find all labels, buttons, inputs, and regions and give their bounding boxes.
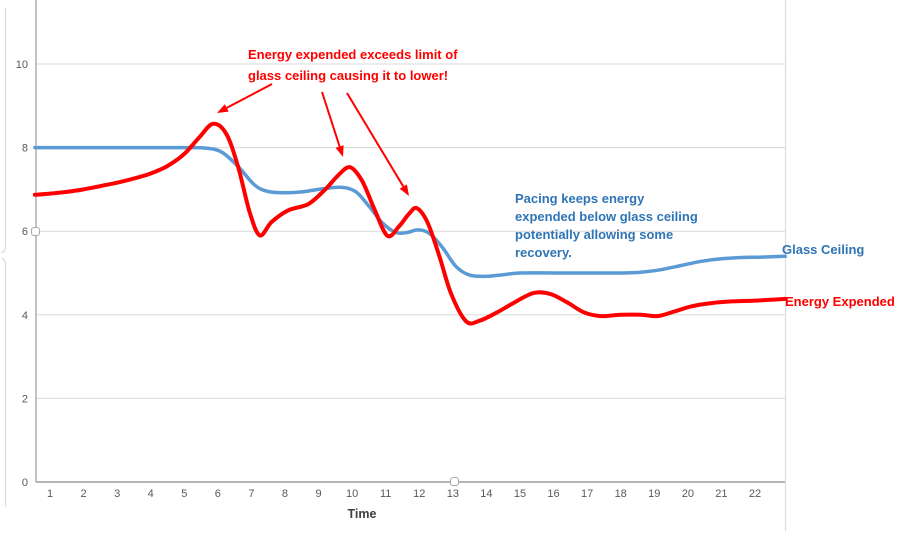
x-tick-label: 8 <box>282 488 288 500</box>
x-tick-label: 18 <box>615 488 627 500</box>
x-tick-label: 12 <box>413 488 425 500</box>
y-tick-label: 10 <box>16 59 28 71</box>
selection-handle-left[interactable] <box>31 227 40 236</box>
annotation-arrowhead <box>399 184 409 196</box>
x-tick-label: 9 <box>315 488 321 500</box>
annotation-arrow-line <box>321 91 341 147</box>
chart-frame-left <box>1 8 7 507</box>
x-tick-label: 10 <box>346 488 358 500</box>
x-tick-label: 11 <box>380 488 391 500</box>
x-tick-label: 21 <box>715 488 727 500</box>
annotation-energy-exceeds-note: Energy expended exceeds limit of glass c… <box>248 47 458 83</box>
y-tick-label: 6 <box>22 226 28 238</box>
series-label-glass-ceiling: Glass Ceiling <box>782 242 865 257</box>
annotation-arrowhead <box>335 145 344 157</box>
x-tick-label: 6 <box>215 488 221 500</box>
x-tick-label: 20 <box>682 488 694 500</box>
annotation-pacing-note: Pacing keeps energy expended below glass… <box>515 191 698 260</box>
x-tick-label: 13 <box>447 488 459 500</box>
y-tick-label: 8 <box>22 143 28 155</box>
x-tick-label: 1 <box>47 488 53 500</box>
annotation-arrow-line <box>346 92 405 188</box>
series-line-glass-ceiling[interactable] <box>33 145 787 279</box>
x-tick-label: 2 <box>81 488 87 500</box>
x-tick-label: 22 <box>749 488 761 500</box>
x-axis-title: Time <box>347 507 377 521</box>
x-tick-label: 5 <box>181 488 187 500</box>
x-tick-label: 15 <box>514 488 526 500</box>
x-tick-label: 7 <box>248 488 254 500</box>
y-tick-label: 2 <box>22 393 28 405</box>
x-tick-label: 16 <box>547 488 559 500</box>
series-line-energy-expended[interactable] <box>32 121 788 326</box>
selection-handle-bottom[interactable] <box>450 477 459 486</box>
x-tick-label: 19 <box>648 488 660 500</box>
series-label-energy-expended: Energy Expended <box>785 294 895 309</box>
y-tick-label: 0 <box>22 477 28 489</box>
y-tick-label: 4 <box>22 310 28 322</box>
x-tick-label: 3 <box>114 488 120 500</box>
annotation-arrow-line <box>226 83 273 109</box>
x-tick-label: 17 <box>581 488 593 500</box>
x-tick-label: 14 <box>480 488 492 500</box>
annotation-arrowhead <box>217 104 229 113</box>
x-tick-label: 4 <box>148 488 154 500</box>
